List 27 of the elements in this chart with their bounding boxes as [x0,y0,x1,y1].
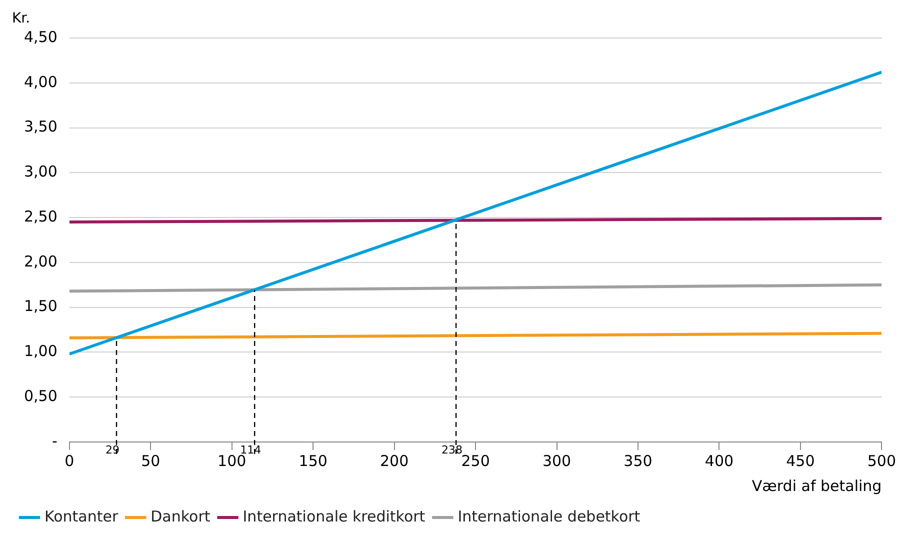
legend-label: Dankort [150,507,210,526]
y-tick-label: 1,50 [24,297,58,316]
y-tick-label: - [52,432,58,450]
x-tick-label: 300 [542,452,572,470]
x-tick-label: 450 [786,452,815,470]
legend-label: Internationale debetkort [458,507,640,526]
x-tick-label: 350 [624,452,652,470]
x-tick-label: 50 [141,452,160,470]
x-tick-label: 400 [704,452,734,470]
x-tick-label: 150 [298,452,328,470]
y-tick-label: 4,00 [24,72,58,91]
x-tick-label: 200 [380,452,409,470]
y-axis-title: Kr. [12,10,30,27]
y-tick-label: 3,50 [24,118,58,136]
y-tick-label: 2,00 [24,252,58,270]
y-tick-label: 1,00 [24,342,58,360]
annotation: 238 [442,443,463,456]
y-tick-label: 0,50 [24,387,58,405]
y-tick-label: 4,50 [24,28,58,46]
x-tick-label: 0 [64,452,74,470]
legend-label: Internationale kreditkort [242,507,426,526]
x-tick-label: 500 [867,452,896,470]
y-tick-label: 3,00 [24,162,58,181]
legend-label: Kontanter [44,507,119,526]
x-axis-title: Værdi af betaling [752,476,882,495]
x-tick-label: 250 [461,452,490,470]
y-tick-label: 2,50 [24,207,58,226]
